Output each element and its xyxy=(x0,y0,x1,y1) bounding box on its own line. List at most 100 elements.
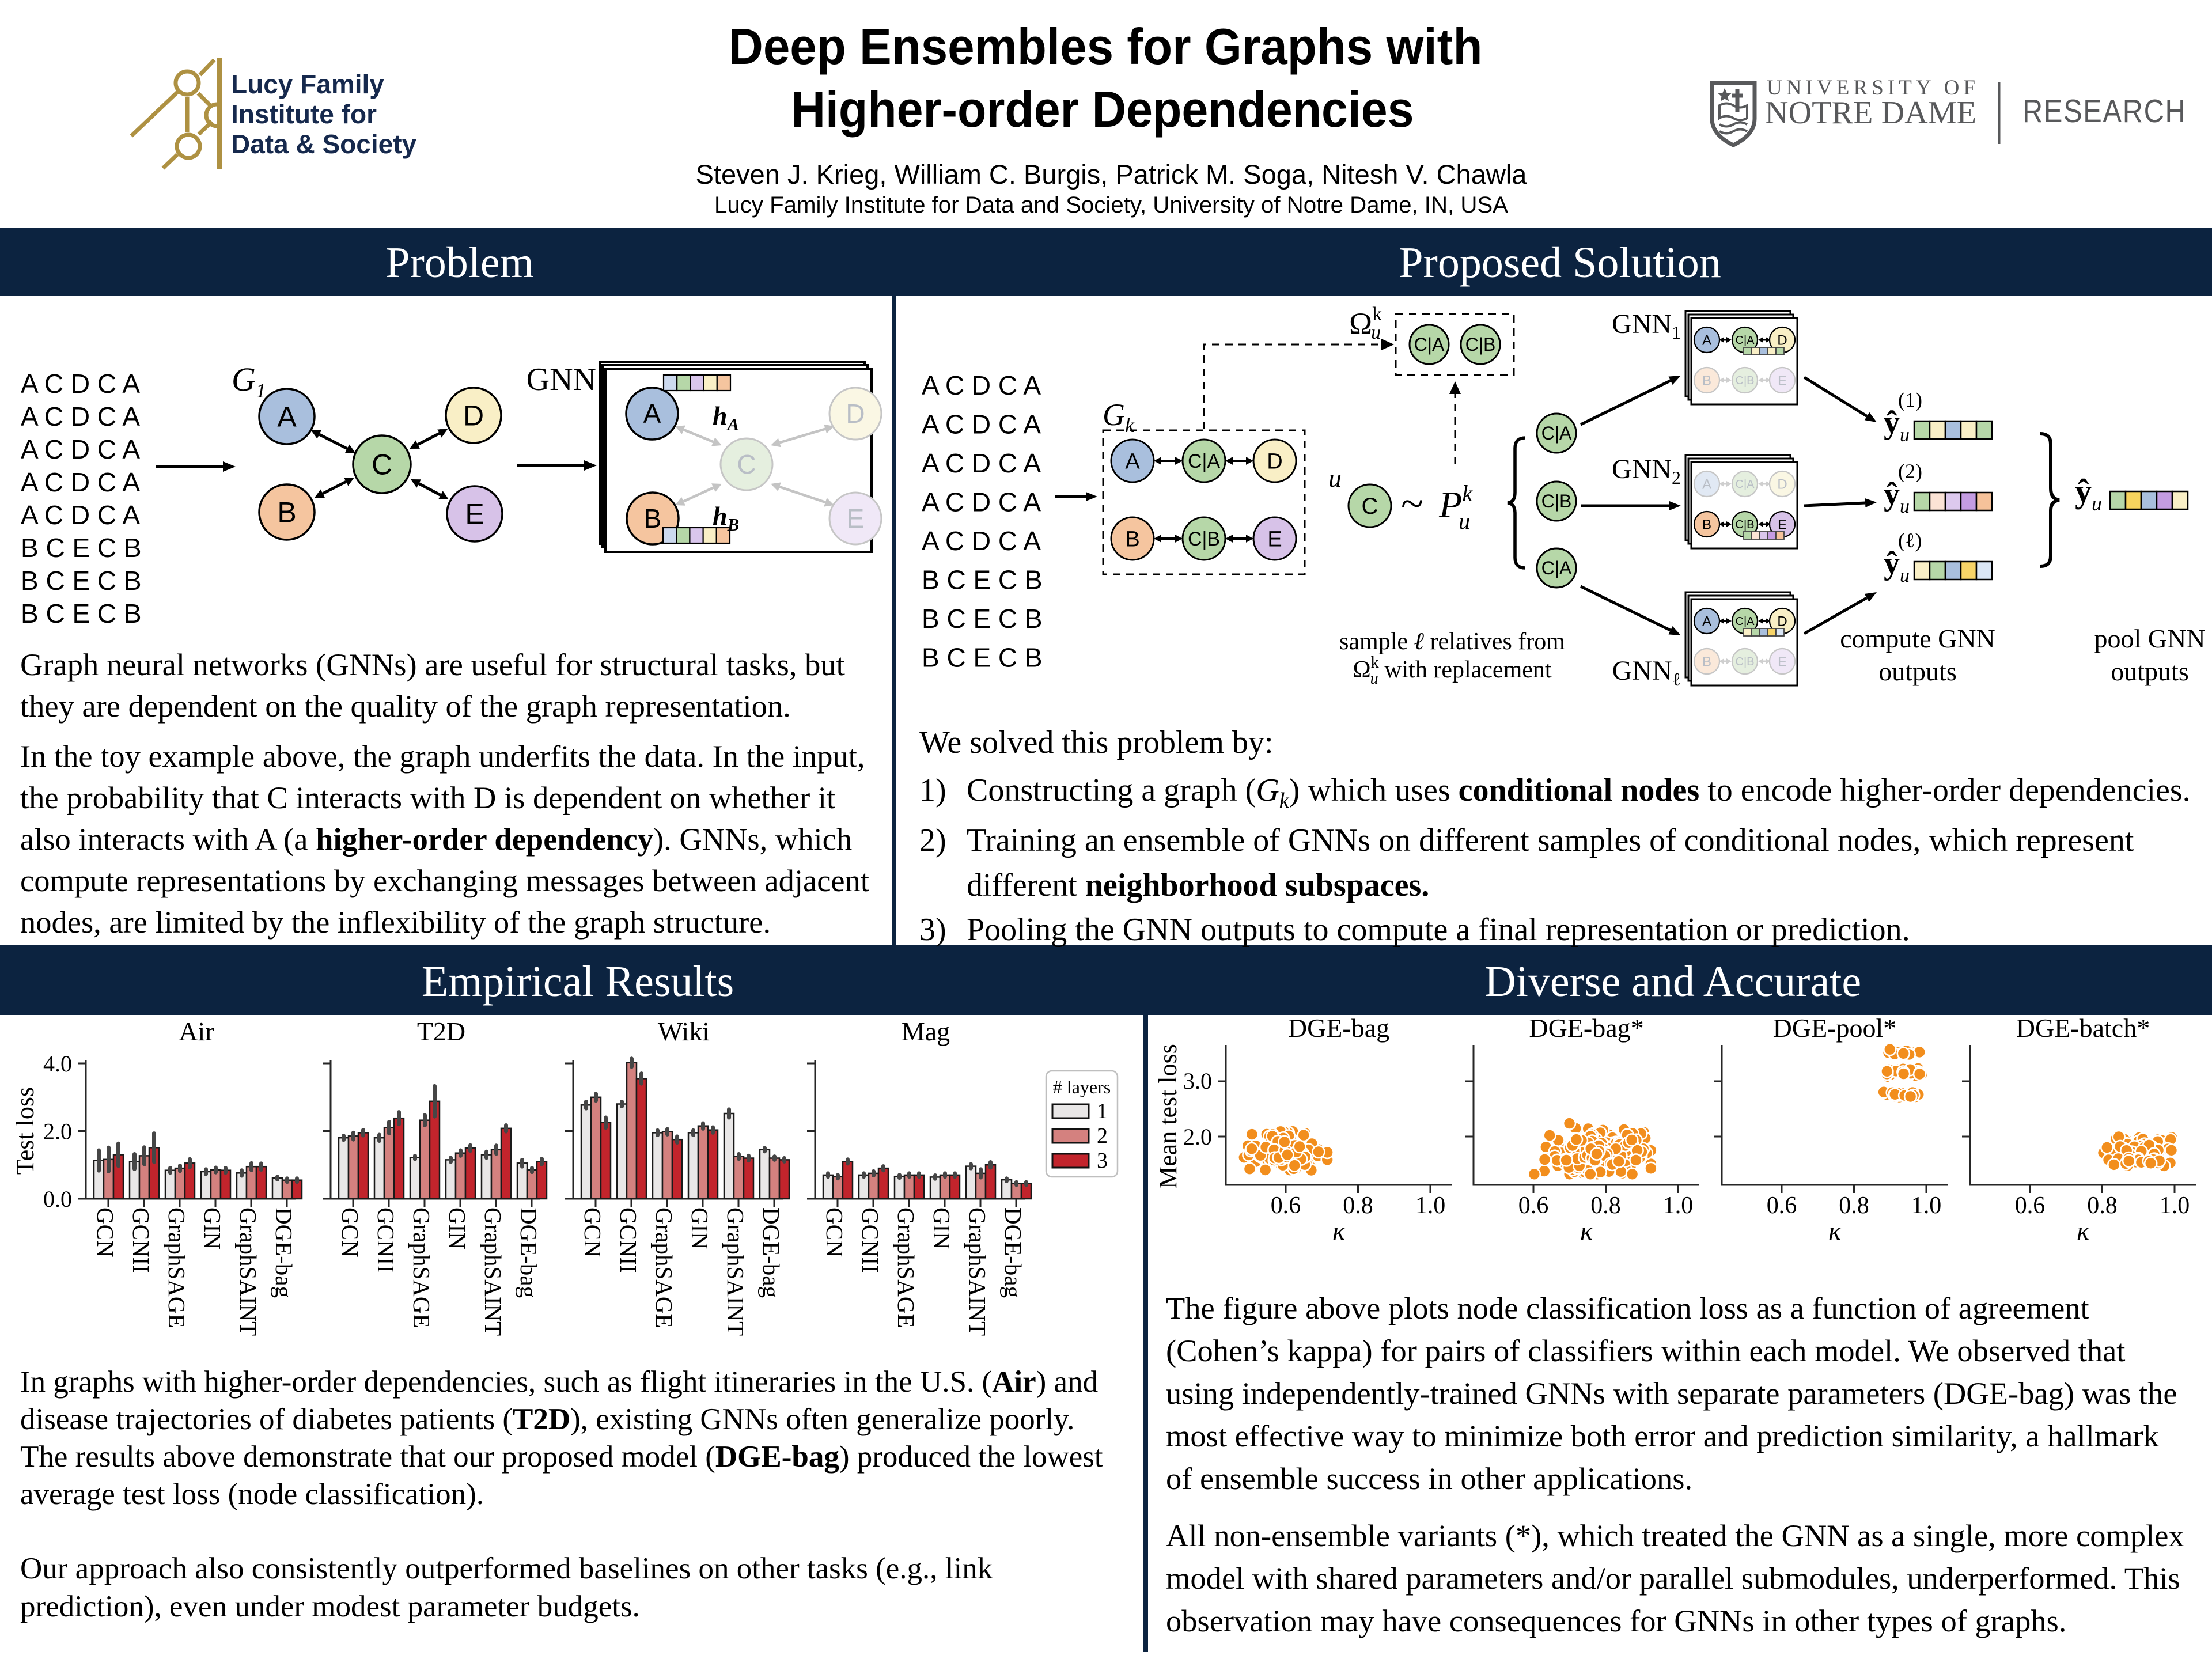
svg-text:A C D C A: A C D C A xyxy=(21,434,140,464)
svg-text:B: B xyxy=(1125,527,1139,551)
svg-text:also interacts with A (a highe: also interacts with A (a higher-order de… xyxy=(20,821,852,857)
svg-text:GNN: GNN xyxy=(527,362,596,397)
svg-text:A C D C A: A C D C A xyxy=(922,487,1041,517)
svg-text:GraphSAINT: GraphSAINT xyxy=(235,1207,262,1336)
svg-text:DGE-pool*: DGE-pool* xyxy=(1773,1013,1897,1043)
svg-text:E: E xyxy=(1778,373,1787,388)
svg-text:GNN2: GNN2 xyxy=(1612,454,1681,488)
svg-text:GNN1: GNN1 xyxy=(1612,309,1681,343)
svg-text:hA: hA xyxy=(713,401,739,434)
svg-text:1.0: 1.0 xyxy=(1663,1192,1694,1219)
svg-text:B C E C B: B C E C B xyxy=(922,643,1043,673)
svg-text:~: ~ xyxy=(1401,480,1423,527)
svg-text:B: B xyxy=(1702,517,1711,532)
svg-text:RESEARCH: RESEARCH xyxy=(2022,93,2186,129)
svg-text:In the toy example above, the: In the toy example above, the graph unde… xyxy=(20,738,865,774)
svg-text:GraphSAGE: GraphSAGE xyxy=(651,1207,677,1328)
svg-text:outputs: outputs xyxy=(1878,657,1956,686)
svg-text:GIN: GIN xyxy=(444,1207,471,1249)
svg-text:Mag: Mag xyxy=(902,1017,950,1046)
svg-text:0.0: 0.0 xyxy=(43,1186,72,1212)
svg-text:2: 2 xyxy=(1097,1124,1108,1148)
svg-text:Ωku with replacement: Ωk u with replacement xyxy=(1353,654,1551,688)
svg-text:Problem: Problem xyxy=(385,238,534,287)
svg-text:GCN: GCN xyxy=(92,1207,119,1257)
svg-text:A: A xyxy=(1702,332,1711,348)
svg-text:B C E C B: B C E C B xyxy=(922,604,1043,634)
svg-text:Higher-order Dependencies: Higher-order Dependencies xyxy=(791,81,1414,138)
svg-text:A: A xyxy=(1125,449,1140,474)
svg-text:C|A: C|A xyxy=(1414,334,1445,355)
svg-text:0.6: 0.6 xyxy=(1518,1192,1549,1219)
svg-text:A C D C A: A C D C A xyxy=(21,467,140,497)
svg-text:B: B xyxy=(277,497,296,529)
svg-text:of ensemble success in other a: of ensemble success in other application… xyxy=(1166,1461,1692,1496)
svg-text:C|B: C|B xyxy=(1736,656,1755,668)
svg-text:GIN: GIN xyxy=(199,1207,226,1249)
svg-text:Lucy Family: Lucy Family xyxy=(231,69,384,99)
svg-text:disease trajectories of diabet: disease trajectories of diabetes patient… xyxy=(20,1403,1074,1436)
svg-text:B C E C B: B C E C B xyxy=(21,566,142,596)
svg-text:Wiki: Wiki xyxy=(658,1017,710,1046)
svg-text:GCNII: GCNII xyxy=(128,1207,154,1273)
svg-text:D: D xyxy=(1777,613,1787,629)
svg-text:1): 1) xyxy=(919,772,946,808)
svg-text:3.0: 3.0 xyxy=(1183,1068,1212,1094)
svg-text:2): 2) xyxy=(919,823,946,858)
svg-text:The figure above plots node cl: The figure above plots node classificati… xyxy=(1166,1290,2089,1325)
svg-text:Proposed Solution: Proposed Solution xyxy=(1399,238,1721,287)
svg-text:D: D xyxy=(1777,332,1787,348)
svg-text:A: A xyxy=(1702,613,1711,629)
svg-text:model with shared parameters a: model with shared parameters and/or para… xyxy=(1166,1560,2180,1596)
svg-text:We solved this problem by:: We solved this problem by: xyxy=(919,725,1274,760)
svg-text:GCN: GCN xyxy=(579,1207,606,1257)
svg-text:κ: κ xyxy=(1828,1216,1842,1245)
svg-text:E: E xyxy=(1778,517,1787,532)
svg-text:C|B: C|B xyxy=(1465,334,1496,355)
svg-text:D: D xyxy=(1777,476,1787,492)
svg-text:nodes, are limited by the infl: nodes, are limited by the inflexibility … xyxy=(20,904,771,940)
svg-text:Test loss: Test loss xyxy=(11,1087,39,1175)
svg-text:A: A xyxy=(643,399,661,429)
svg-text:Steven J. Krieg, William C. Bu: Steven J. Krieg, William C. Burgis, Patr… xyxy=(696,159,1528,190)
svg-text:GCNII: GCNII xyxy=(857,1207,884,1273)
svg-text:GraphSAGE: GraphSAGE xyxy=(893,1207,919,1328)
svg-text:3): 3) xyxy=(919,912,946,948)
svg-text:NOTRE DAME: NOTRE DAME xyxy=(1765,95,1976,131)
svg-text:GraphSAGE: GraphSAGE xyxy=(164,1207,190,1328)
svg-text:GCNII: GCNII xyxy=(615,1207,642,1273)
svg-text:# layers: # layers xyxy=(1053,1077,1111,1097)
svg-text:Institute for: Institute for xyxy=(231,99,377,129)
svg-text:1.0: 1.0 xyxy=(2160,1192,2190,1219)
svg-text:3: 3 xyxy=(1097,1149,1108,1173)
svg-text:prediction), even under modest: prediction), even under modest parameter… xyxy=(20,1590,640,1623)
svg-text:Pku: Pk u xyxy=(1438,480,1473,534)
svg-text:GraphSAINT: GraphSAINT xyxy=(480,1207,506,1336)
svg-text:Ωku: Ωk u xyxy=(1349,304,1382,343)
svg-text:All non-ensemble variants (*),: All non-ensemble variants (*), which tre… xyxy=(1166,1518,2184,1553)
svg-text:D: D xyxy=(1267,449,1282,474)
svg-text:Air: Air xyxy=(179,1017,214,1046)
svg-text:D: D xyxy=(846,399,865,429)
svg-text:1: 1 xyxy=(1097,1099,1108,1123)
svg-text:DGE-bag: DGE-bag xyxy=(516,1207,542,1298)
svg-text:GIN: GIN xyxy=(687,1207,713,1249)
svg-text:A C D C A: A C D C A xyxy=(922,370,1041,400)
svg-text:2.0: 2.0 xyxy=(1183,1124,1212,1150)
svg-text:A: A xyxy=(277,401,297,433)
svg-text:most effective way to minimize: most effective way to minimize both erro… xyxy=(1166,1418,2160,1453)
svg-text:Mean test loss: Mean test loss xyxy=(1154,1044,1182,1189)
svg-text:DGE-bag: DGE-bag xyxy=(1288,1013,1389,1043)
svg-text:A C D C A: A C D C A xyxy=(21,500,140,530)
svg-text:0.8: 0.8 xyxy=(1343,1192,1373,1219)
svg-text:GNNℓ: GNNℓ xyxy=(1612,656,1681,690)
svg-text:Pooling the GNN outputs to com: Pooling the GNN outputs to compute a fin… xyxy=(967,912,1910,948)
svg-text:C|A: C|A xyxy=(1736,478,1755,491)
svg-text:observation may have consequen: observation may have consequences for GN… xyxy=(1166,1603,2066,1638)
svg-text:E: E xyxy=(1267,527,1282,551)
svg-text:Training an ensemble of GNNs o: Training an ensemble of GNNs on differen… xyxy=(967,823,2134,858)
svg-text:A C D C A: A C D C A xyxy=(922,526,1041,556)
svg-text:0.8: 0.8 xyxy=(1590,1192,1621,1219)
svg-text:Empirical Results: Empirical Results xyxy=(422,957,734,1006)
svg-text:Data & Society: Data & Society xyxy=(231,129,417,159)
